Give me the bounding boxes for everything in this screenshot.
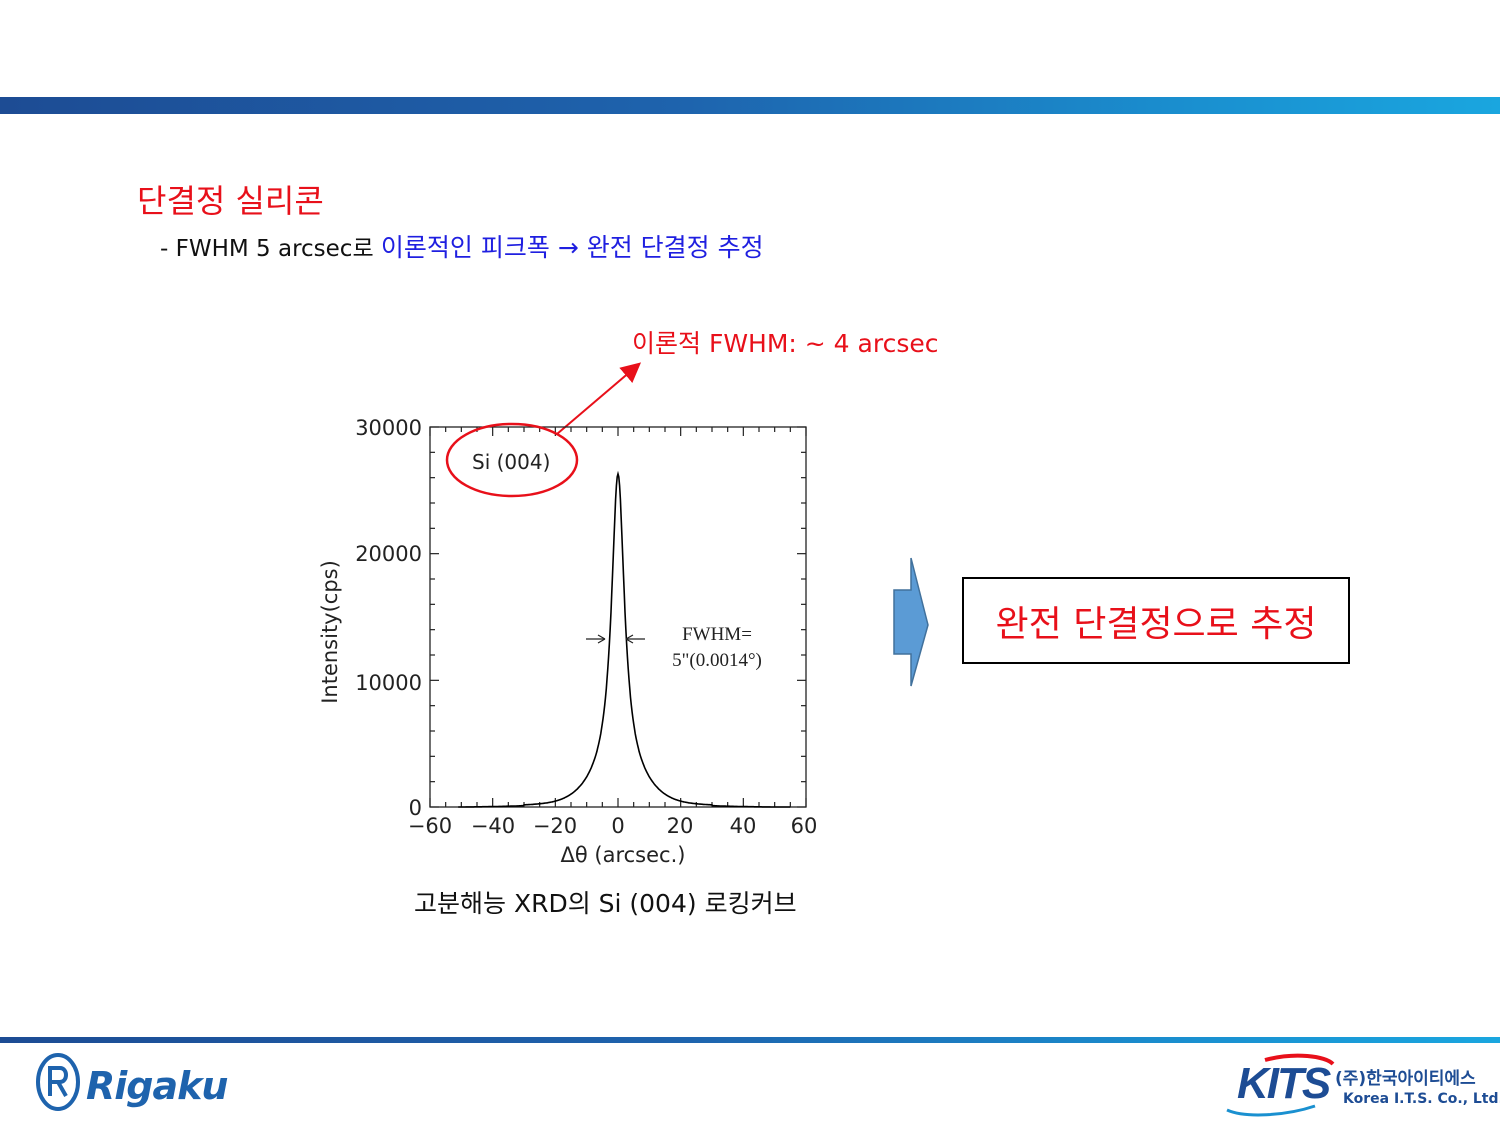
result-box: 완전 단결정으로 추정 <box>962 577 1350 664</box>
kits-swoosh-icon <box>1226 1053 1335 1117</box>
footer-band <box>0 1037 1500 1043</box>
result-text: 완전 단결정으로 추정 <box>995 603 1317 645</box>
annotation-arrow <box>556 362 642 435</box>
x-tick-label: −60 <box>408 814 452 838</box>
x-tick-label: −40 <box>471 814 515 838</box>
y-axis-label: Intensity(cps) <box>318 560 342 704</box>
rigaku-logo-text: Rigaku <box>86 1064 228 1108</box>
y-tick-label: 30000 <box>355 416 422 440</box>
y-tick-label: 10000 <box>355 671 422 695</box>
slide-subtitle: - FWHM 5 arcsec로 이론적인 피크폭 → 완전 단결정 추정 <box>160 228 764 264</box>
theory-annotation: 이론적 FWHM: ~ 4 arcsec <box>632 329 939 358</box>
x-axis-ticks <box>429 427 807 807</box>
block-arrow-right-icon <box>893 557 929 687</box>
x-axis-label: Δθ (arcsec.) <box>561 843 686 867</box>
fwhm-label-line1: FWHM= <box>682 624 752 645</box>
y-tick-label: 20000 <box>355 542 422 566</box>
x-tick-label: −20 <box>533 814 577 838</box>
rigaku-logo-icon <box>36 1053 80 1111</box>
slide-title: 단결정 실리콘 <box>137 182 324 220</box>
x-tick-label: 0 <box>611 814 624 838</box>
company-name-ko: (주)한국아이티에스 <box>1335 1069 1476 1089</box>
company-name-en: Korea I.T.S. Co., Ltd. <box>1343 1091 1500 1107</box>
fwhm-label-line2: 5"(0.0014°) <box>672 650 762 671</box>
series-label: Si (004) <box>472 450 550 474</box>
subtitle-highlight: 이론적인 피크폭 → 완전 단결정 추정 <box>380 233 764 262</box>
kits-logo-text: KITS <box>1237 1059 1331 1108</box>
x-tick-label: 20 <box>667 814 694 838</box>
x-tick-label: 40 <box>730 814 757 838</box>
x-tick-label: 60 <box>791 814 818 838</box>
plot-frame <box>429 426 807 808</box>
rocking-curve <box>458 470 791 808</box>
y-tick-label: 0 <box>409 796 422 820</box>
y-axis-ticks <box>430 426 806 808</box>
header-band <box>0 97 1500 114</box>
chart-caption: 고분해능 XRD의 Si (004) 로킹커브 <box>414 889 797 918</box>
highlight-ellipse <box>445 422 579 498</box>
subtitle-prefix: - FWHM 5 arcsec로 <box>160 236 381 262</box>
